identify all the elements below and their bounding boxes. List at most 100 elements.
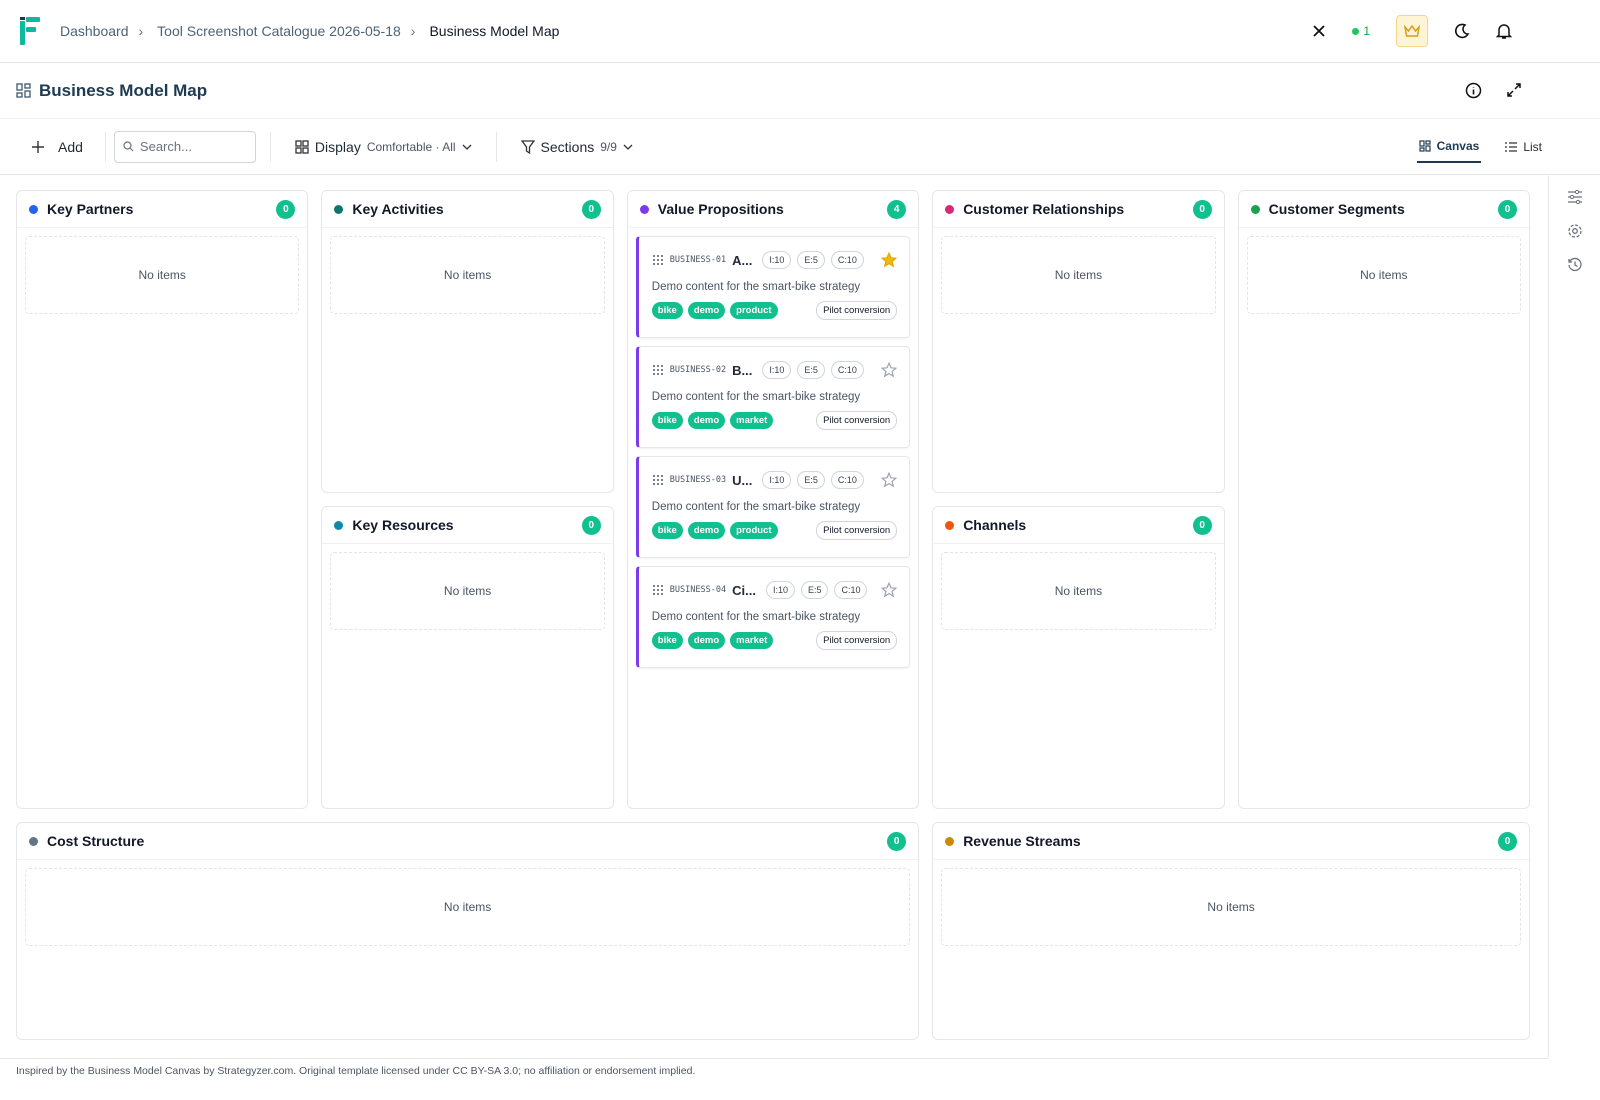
section-panel: Customer Segments 0 No items — [1237, 190, 1530, 809]
drag-handle[interactable] — [652, 474, 664, 486]
section-body: No items — [17, 860, 918, 954]
display-label: Display — [314, 138, 361, 155]
view-tab-active[interactable]: Canvas — [1416, 131, 1482, 163]
theme-toggle[interactable] — [1454, 23, 1470, 39]
close-button[interactable] — [1312, 24, 1326, 38]
section-body: No items — [933, 228, 1223, 322]
settings-button[interactable] — [1567, 223, 1583, 239]
top-actions: 1 — [1312, 15, 1512, 47]
page-actions — [1465, 82, 1522, 99]
attribution: Inspired by the Business Model Canvas by… — [16, 1065, 696, 1077]
drag-handle[interactable] — [652, 364, 664, 376]
view-tab[interactable]: List — [1503, 131, 1544, 163]
empty-state: No items — [1246, 236, 1521, 314]
divider — [104, 131, 106, 162]
section-dot — [945, 836, 955, 846]
section-title: Value Propositions — [657, 201, 784, 217]
premium-button[interactable] — [1396, 15, 1428, 47]
item-card[interactable]: BUSINESS-01 A... I:10 E:5 C:10 Demo content f… — [635, 236, 911, 338]
section-header: Cost Structure 0 — [17, 823, 919, 860]
star-toggle[interactable] — [881, 362, 898, 378]
section-header: Customer Relationships 0 — [933, 191, 1224, 228]
score-badge: C:10 — [834, 581, 868, 599]
score-badge: I:10 — [762, 361, 792, 379]
canvas-icon — [1419, 139, 1431, 152]
section-title: Channels — [963, 517, 1027, 533]
drag-handle[interactable] — [652, 584, 664, 596]
card-id: BUSINESS-04 — [669, 585, 727, 595]
card-description: Demo content for the smart-bike strategy… — [651, 611, 861, 623]
empty-state: No items — [941, 552, 1216, 630]
section-body: No items — [1239, 228, 1529, 322]
section-dot — [945, 520, 955, 530]
card-id: BUSINESS-02 — [669, 365, 727, 375]
score-badge: I:10 — [762, 471, 792, 489]
online-count: 1 — [1363, 24, 1370, 38]
info-button[interactable] — [1465, 82, 1482, 99]
page-title: Business Model Map — [39, 80, 208, 100]
online-indicator[interactable]: 1 — [1352, 24, 1370, 38]
empty-state: No items — [941, 236, 1216, 314]
notifications[interactable] — [1496, 23, 1512, 40]
logo[interactable] — [20, 17, 42, 45]
section-panel: Channels 0 No items — [932, 506, 1225, 809]
empty-state: No items — [330, 552, 605, 630]
tag: bike — [651, 302, 683, 319]
drag-handle[interactable] — [652, 254, 664, 266]
item-card[interactable]: BUSINESS-04 Ci... I:10 E:5 C:10 Demo content … — [635, 566, 911, 668]
score-badge: E:5 — [797, 251, 825, 269]
plus-icon — [32, 140, 44, 153]
card-title: A... — [732, 252, 753, 268]
section-dot — [334, 520, 344, 530]
section-title: Key Activities — [352, 201, 444, 217]
tag: bike — [651, 522, 683, 539]
footer: Inspired by the Business Model Canvas by… — [0, 1058, 1548, 1100]
card-tags: bike demo market Pilot conversion — [651, 411, 898, 430]
toolbar: Add Search... Display Comfortable · All S… — [0, 119, 1600, 175]
card-tags: bike demo product Pilot conversion — [651, 301, 898, 320]
section-panel: Value Propositions 4 BUSINESS-01 A... I:10 E:… — [626, 190, 920, 809]
star-toggle[interactable] — [881, 582, 898, 598]
section-panel: Key Activities 0 No items — [321, 190, 614, 493]
breadcrumb[interactable]: Tool Screenshot Catalogue 2026-05-18 — [157, 23, 401, 39]
breadcrumb[interactable]: Dashboard — [60, 23, 129, 39]
section-dot — [1250, 204, 1260, 214]
tag: market — [730, 632, 774, 649]
sections-menu[interactable]: Sections 9/9 — [511, 139, 643, 155]
fullscreen-button[interactable] — [1506, 82, 1522, 98]
add-label: Add — [58, 138, 83, 155]
divider — [269, 131, 271, 162]
section-body: No items — [322, 544, 612, 638]
card-description: Demo content for the smart-bike strategy… — [651, 501, 861, 513]
item-count: 0 — [1192, 199, 1212, 219]
display-menu[interactable]: Display Comfortable · All — [285, 139, 482, 155]
page-icon — [16, 83, 31, 98]
view-label: Canvas — [1436, 138, 1480, 153]
status-label: Pilot conversion — [816, 411, 898, 430]
score-badge: C:10 — [830, 251, 864, 269]
list-icon — [1505, 141, 1518, 152]
empty-state: No items — [330, 236, 605, 314]
star-toggle[interactable] — [881, 252, 898, 268]
section-panel: Cost Structure 0 No items — [16, 822, 920, 1040]
card-header: BUSINESS-01 A... I:10 E:5 C:10 — [652, 245, 898, 275]
history-button[interactable] — [1567, 257, 1583, 273]
section-dot — [29, 836, 38, 846]
score-badge: C:10 — [830, 361, 864, 379]
crown-icon — [1404, 24, 1420, 37]
item-count: 0 — [581, 515, 601, 535]
search-input[interactable]: Search... — [113, 130, 256, 163]
tag: bike — [651, 412, 683, 429]
display-value: Comfortable · All — [366, 139, 456, 154]
item-card[interactable]: BUSINESS-02 B... I:10 E:5 C:10 Demo content f… — [635, 346, 911, 448]
star-toggle[interactable] — [881, 472, 898, 488]
add-button[interactable]: Add — [16, 139, 91, 155]
adjust-button[interactable] — [1567, 189, 1583, 205]
side-rail — [1548, 175, 1600, 1058]
status-label: Pilot conversion — [816, 631, 898, 650]
section-header: Key Resources 0 — [322, 507, 613, 544]
card-title: U... — [732, 472, 753, 488]
item-card[interactable]: BUSINESS-03 U... I:10 E:5 C:10 Demo content f… — [635, 456, 911, 558]
score-badge: E:5 — [797, 361, 825, 379]
card-header: BUSINESS-02 B... I:10 E:5 C:10 — [652, 355, 898, 385]
